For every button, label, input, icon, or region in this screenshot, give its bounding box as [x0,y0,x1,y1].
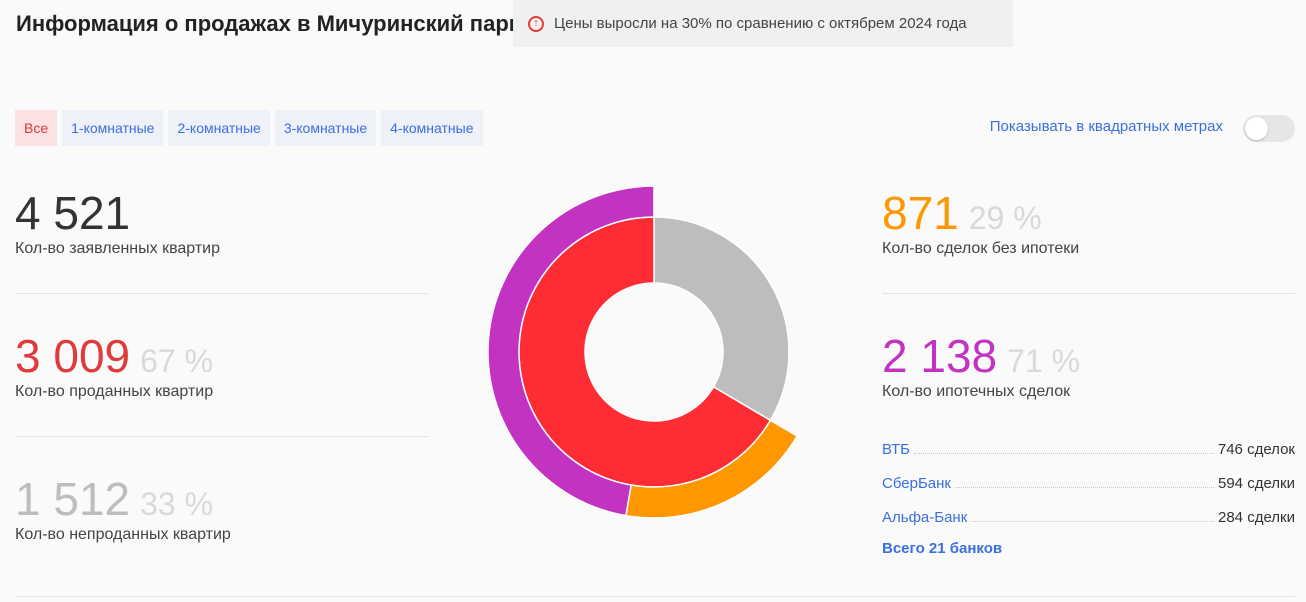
donut-slice-mortgage [487,185,655,517]
sqm-toggle[interactable] [1243,115,1295,142]
declared-stat: 4 521 Кол-во заявленных квартир [15,188,220,258]
unsold-value: 1 512 [15,473,131,525]
mortgage-percent: 71 % [1007,343,1081,379]
room-filters: Все 1-комнатные 2-комнатные 3-комнатные … [15,110,483,146]
bank-dots [954,487,1214,488]
no-mortgage-label: Кол-во сделок без ипотеки [882,240,1080,257]
bank-count: 284 сделки [1218,509,1295,526]
sold-label: Кол-во проданных квартир [15,383,214,400]
sold-percent: 67 % [140,343,214,379]
sqm-toggle-label[interactable]: Показывать в квадратных метрах [989,118,1223,135]
banks-total-link[interactable]: Всего 21 банков [882,540,1003,557]
filter-2-room[interactable]: 2-комнатные [168,110,270,146]
filter-3-room[interactable]: 3-комнатные [274,110,377,146]
no-mortgage-percent: 29 % [968,200,1042,236]
bank-row: ВТБ 746 сделок [882,438,1295,458]
bank-dots [971,521,1214,522]
bank-name-sber[interactable]: СберБанк [882,475,951,492]
declared-value: 4 521 [15,187,131,239]
sold-value: 3 009 [15,330,131,382]
declared-label: Кол-во заявленных квартир [15,240,221,257]
filter-4-room[interactable]: 4-комнатные [381,110,483,146]
left-divider-2 [15,436,428,437]
unsold-stat: 1 512 33 % Кол-во непроданных квартир [15,474,231,544]
mortgage-value: 2 138 [882,330,998,382]
filter-1-room[interactable]: 1-комнатные [62,110,164,146]
bank-row: Альфа-Банк 284 сделки [882,506,1295,526]
right-divider [882,293,1295,294]
unsold-percent: 33 % [140,486,214,522]
mortgage-stat: 2 138 71 % Кол-во ипотечных сделок [882,331,1080,401]
unsold-label: Кол-во непроданных квартир [15,526,231,543]
price-notice: ↑ Цены выросли на 30% по сравнению с окт… [513,0,1013,47]
mortgage-label: Кол-во ипотечных сделок [882,383,1071,400]
bank-name-alfa[interactable]: Альфа-Банк [882,509,968,526]
filter-all[interactable]: Все [15,110,58,146]
left-divider-1 [15,293,428,294]
sold-stat: 3 009 67 % Кол-во проданных квартир [15,331,213,401]
toggle-knob [1245,117,1268,140]
bottom-divider [15,596,1295,597]
arrow-up-circle-icon: ↑ [528,15,544,32]
bank-count: 746 сделок [1217,441,1295,458]
bank-dots [914,453,1214,454]
no-mortgage-value: 871 [882,187,959,239]
bank-count: 594 сделки [1218,475,1295,492]
donut-slice-unsold [653,216,790,422]
no-mortgage-stat: 871 29 % Кол-во сделок без ипотеки [882,188,1079,258]
bank-name-vtb[interactable]: ВТБ [882,441,911,458]
bank-row: СберБанк 594 сделки [882,472,1295,492]
page-title: Информация о продажах в Мичуринский парк [16,11,520,36]
notice-text: Цены выросли на 30% по сравнению с октяб… [554,15,967,32]
